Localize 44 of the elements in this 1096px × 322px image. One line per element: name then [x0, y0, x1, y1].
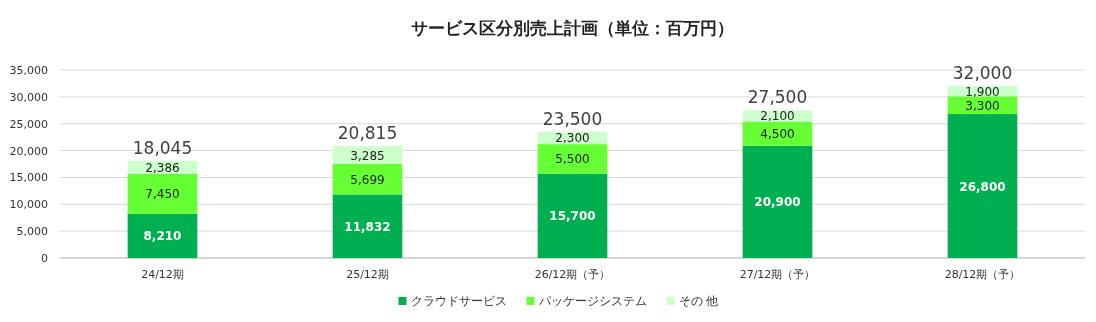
data-label: 2,386: [145, 160, 180, 175]
total-label: 20,815: [337, 123, 398, 144]
y-tick-label: 10,000: [9, 198, 48, 212]
y-tick-label: 20,000: [9, 144, 48, 158]
data-label: 1,900: [965, 84, 1000, 99]
data-label: 11,832: [344, 219, 391, 234]
bar: [127, 173, 198, 214]
y-tick-label: 0: [41, 252, 48, 265]
data-label: 3,300: [965, 98, 1000, 113]
bar: [537, 144, 608, 174]
legend-label: その 他: [678, 294, 719, 308]
y-tick-label: 30,000: [9, 90, 48, 104]
x-tick-label: 26/12期（予）: [534, 268, 611, 281]
legend-label: クラウドサービス: [410, 294, 507, 308]
y-tick-label: 35,000: [9, 64, 48, 77]
x-tick-label: 28/12期（予）: [944, 268, 1021, 281]
data-label: 26,800: [959, 179, 1006, 194]
chart-title: サービス区分別売上計画（単位：百万円）: [411, 18, 734, 38]
x-tick-label: 24/12期: [141, 268, 184, 281]
data-label: 20,900: [754, 195, 801, 210]
data-label: 15,700: [549, 209, 596, 224]
total-label: 32,000: [952, 63, 1013, 84]
y-tick-label: 25,000: [9, 117, 48, 131]
x-tick-label: 27/12期（予）: [739, 268, 816, 281]
data-label: 3,285: [350, 148, 385, 163]
bar: [947, 114, 1018, 258]
bar: [537, 173, 608, 258]
bar: [127, 213, 198, 258]
data-label: 7,450: [145, 187, 180, 202]
y-tick-label: 15,000: [9, 171, 48, 185]
data-label: 5,699: [350, 172, 385, 187]
data-label: 8,210: [143, 229, 182, 244]
total-label: 27,500: [747, 87, 808, 108]
legend-label: パッケージシステム: [537, 294, 647, 308]
data-label: 2,300: [555, 131, 590, 146]
bar: [332, 194, 403, 258]
y-tick-label: 5,000: [16, 225, 48, 239]
data-label: 4,500: [760, 127, 795, 142]
total-label: 18,045: [132, 138, 193, 159]
bar: [742, 145, 813, 258]
data-label: 2,100: [760, 109, 795, 124]
x-tick-label: 25/12期: [346, 268, 389, 281]
data-label: 5,500: [555, 152, 590, 167]
total-label: 23,500: [542, 108, 603, 129]
